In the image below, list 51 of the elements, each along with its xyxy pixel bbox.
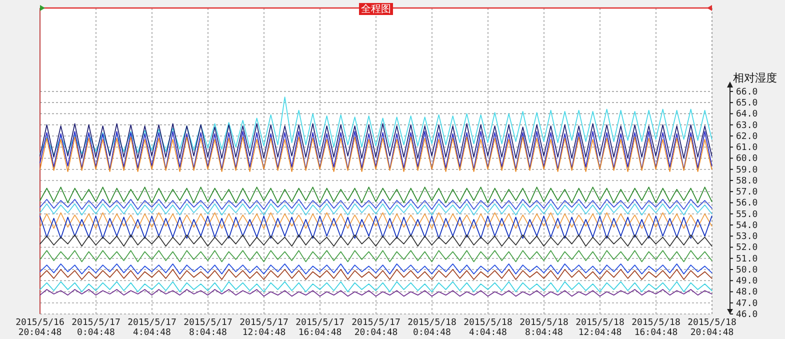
- y-tick-label: 58.0: [736, 176, 758, 186]
- line-series: [40, 123, 712, 159]
- line-series: [40, 250, 712, 262]
- line-series: [40, 131, 712, 170]
- y-tick-label: 65.0: [736, 98, 758, 109]
- line-series: [40, 289, 712, 297]
- y-tick-label: 52.0: [736, 243, 758, 254]
- y-tick-label: 63.0: [736, 120, 758, 131]
- line-series: [40, 136, 712, 172]
- line-series: [40, 96, 712, 156]
- y-tick-label: 51.0: [736, 254, 758, 264]
- y-tick-label: 50.0: [736, 265, 758, 276]
- line-series: [40, 263, 712, 274]
- x-tick-label: 2015/5/17 4:04:48: [128, 318, 176, 338]
- y-tick-label: 53.0: [736, 232, 758, 242]
- x-tick-label: 2015/5/18 8:04:48: [520, 318, 568, 338]
- y-tick-label: 47.0: [736, 298, 758, 309]
- line-series: [40, 198, 712, 210]
- line-series: [40, 186, 712, 204]
- y-tick-label: 64.0: [736, 110, 758, 120]
- y-tick-label: 54.0: [736, 220, 758, 231]
- x-tick-label: 2015/5/18 20:04:48: [688, 318, 736, 338]
- x-tick-label: 2015/5/17 8:04:48: [184, 318, 232, 338]
- x-tick-label: 2015/5/17 20:04:48: [352, 318, 400, 338]
- y-tick-label: 62.0: [736, 132, 758, 142]
- x-tick-label: 2015/5/18 16:04:48: [632, 318, 680, 338]
- x-tick-label: 2015/5/17 12:04:48: [240, 318, 288, 338]
- x-tick-label: 2015/5/17 16:04:48: [296, 318, 344, 338]
- line-series: [40, 234, 712, 247]
- x-tick-label: 2015/5/17 0:04:48: [72, 318, 120, 338]
- y-tick-label: 48.0: [736, 288, 758, 298]
- x-tick-label: 2015/5/16 20:04:48: [16, 318, 64, 338]
- y-tick-label: 59.0: [736, 165, 758, 176]
- y-tick-label: 60.0: [736, 154, 758, 164]
- y-tick-label: 61.0: [736, 143, 758, 154]
- y-axis-title: 相对湿度: [733, 71, 777, 84]
- x-tick-label: 2015/5/18 12:04:48: [576, 318, 624, 338]
- y-tick-label: 49.0: [736, 276, 758, 287]
- line-series: [40, 216, 712, 239]
- y-tick-label: 56.0: [736, 198, 758, 209]
- y-tick-label: 57.0: [736, 188, 758, 198]
- y-tick-label: 66.0: [736, 87, 758, 98]
- x-tick-label: 2015/5/18 0:04:48: [408, 318, 456, 338]
- y-tick-label: 55.0: [736, 210, 758, 220]
- line-series: [40, 212, 712, 229]
- line-series: [40, 281, 712, 292]
- x-tick-label: 2015/5/18 4:04:48: [464, 318, 512, 338]
- y-tick-label: 46.0: [736, 310, 758, 320]
- line-series: [40, 203, 712, 216]
- line-series: [40, 269, 712, 280]
- chart-title: 全程图: [361, 3, 391, 15]
